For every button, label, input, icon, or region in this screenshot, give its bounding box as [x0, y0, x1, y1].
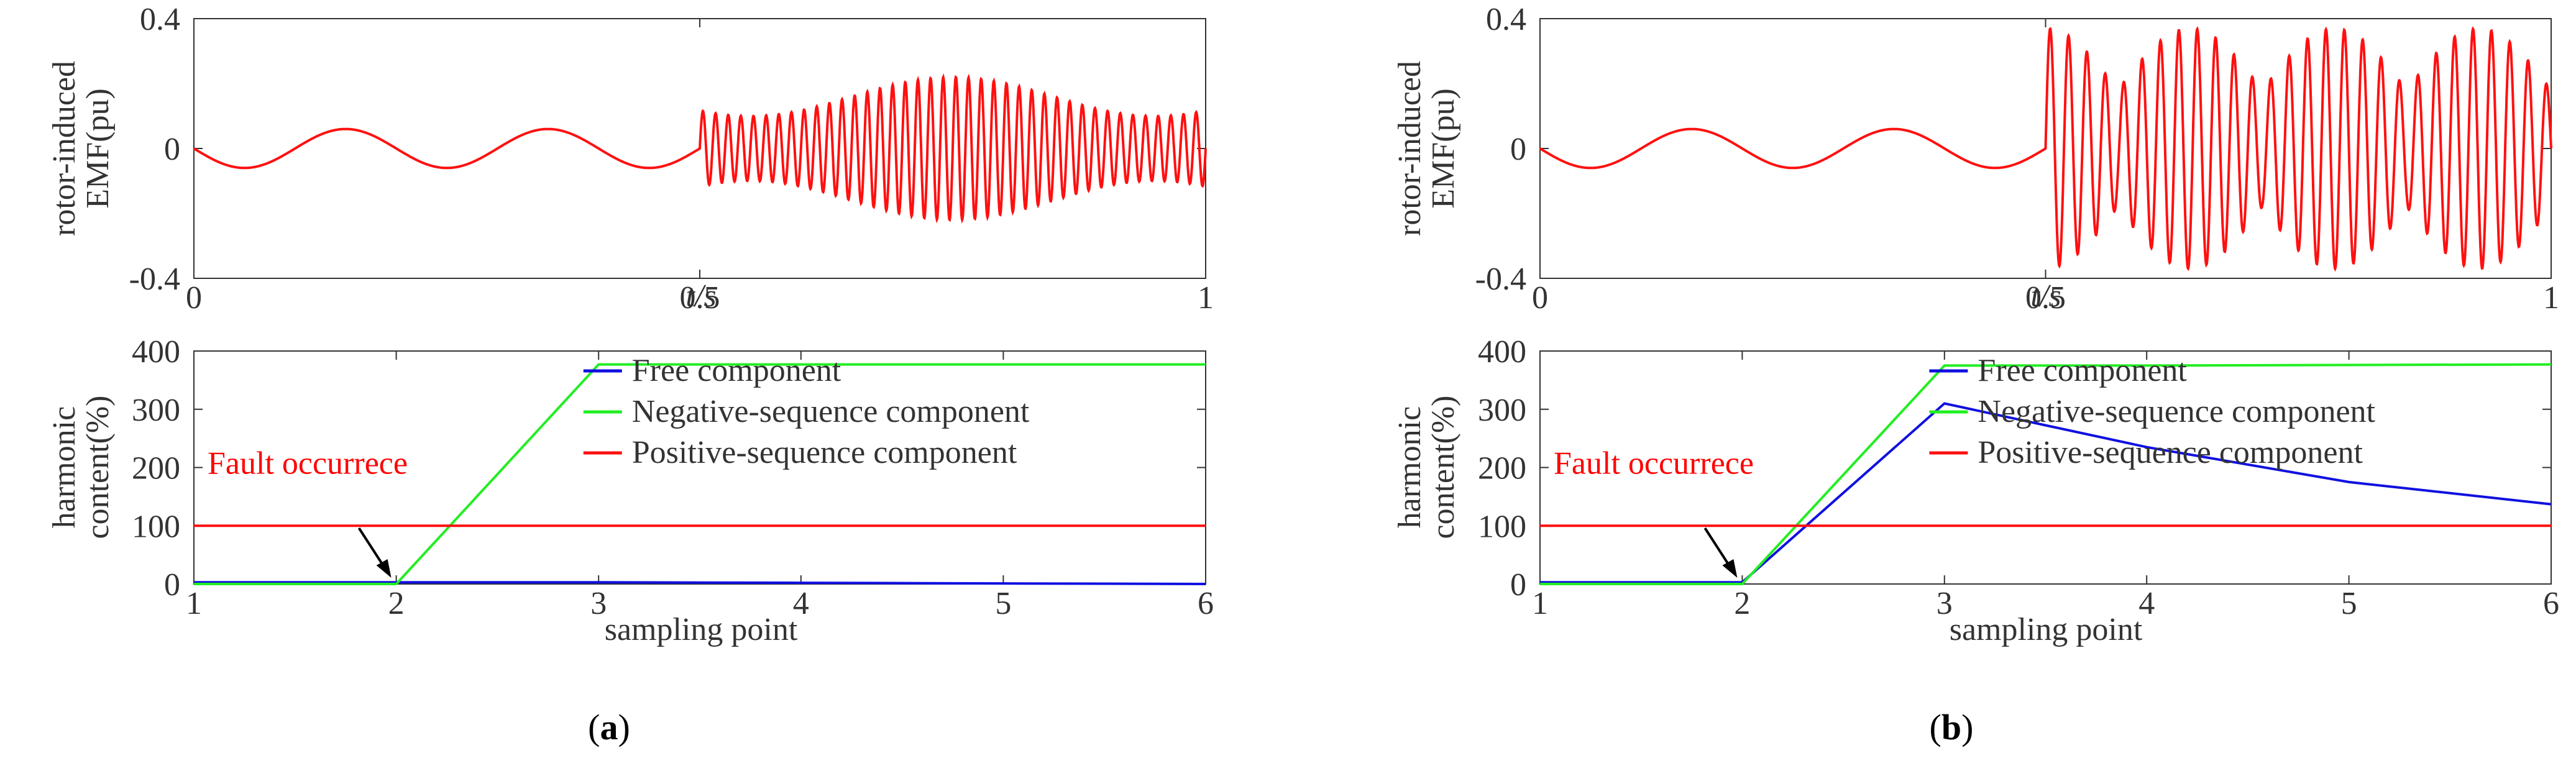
y-tick-label: -0.4 — [129, 262, 180, 297]
x-tick-label: 0 — [1532, 280, 1548, 316]
y-tick-label: 0.4 — [140, 2, 180, 37]
x-axis-label: sampling point — [605, 612, 798, 647]
series-line-free-component — [1540, 402, 2552, 584]
y-tick-label: -0.4 — [1475, 262, 1526, 297]
emf-series-line — [1539, 25, 2552, 272]
legend-label: Free component — [1978, 353, 2187, 388]
y-tick-label: 300 — [1478, 393, 1526, 428]
y-tick-label: 0.4 — [1486, 2, 1526, 37]
legend-label: Negative-sequence component — [1978, 394, 2375, 429]
fault-annotation-label: Fault occurrece — [1554, 446, 1754, 481]
x-tick-label: 0.5 — [2025, 280, 2066, 316]
legend-label: Free component — [632, 353, 841, 388]
legend-label: Negative-sequence component — [632, 394, 1030, 429]
x-tick-label: 1 — [1532, 586, 1548, 621]
x-tick-label: 2 — [1734, 586, 1750, 621]
series-line-negative-sequence-component — [194, 363, 1206, 585]
fault-arrow-head — [1722, 559, 1738, 578]
y-axis-label: rotor-inducedEMF(pu) — [1392, 61, 1461, 236]
y-axis-label: rotor-inducedEMF(pu) — [47, 61, 116, 236]
y-tick-label: 0 — [164, 567, 180, 603]
x-axis-label: t/s — [2030, 278, 2061, 314]
panel-b-bottom: 1 2 3 4 5 6 0 100 200 300 400 harmoniccontent(%) sam… — [1392, 334, 2559, 647]
x-tick-label: 1 — [2543, 280, 2559, 316]
caption-b: (b) — [1930, 707, 1974, 747]
y-tick-label: 0 — [164, 132, 180, 167]
x-tick-label: 0.5 — [680, 280, 720, 316]
emf-series-line — [193, 73, 1207, 224]
fault-annotation-label: Fault occurrece — [208, 446, 408, 481]
x-axis-label: sampling point — [1950, 612, 2143, 647]
x-tick-label: 4 — [2138, 586, 2155, 621]
y-tick-label: 400 — [132, 334, 180, 370]
x-tick-label: 1 — [1198, 280, 1214, 316]
y-tick-label: 300 — [132, 393, 180, 428]
y-tick-label: 100 — [1478, 509, 1526, 544]
x-tick-label: 3 — [1937, 586, 1953, 621]
x-axis-label: t/s — [685, 278, 716, 314]
x-tick-label: 1 — [186, 586, 202, 621]
fault-arrow-head — [376, 559, 392, 578]
legend-label: Positive-sequence component — [632, 435, 1017, 470]
x-tick-label: 2 — [388, 586, 405, 621]
y-tick-label: 100 — [132, 509, 180, 544]
series-line-negative-sequence-component — [1540, 363, 2552, 585]
y-tick-label: 200 — [1478, 451, 1526, 486]
series-line-free-component — [194, 581, 1206, 585]
panel-a-bottom: 1 2 3 4 5 6 0 100 200 300 400 harmoniccontent(%) sam… — [47, 334, 1214, 647]
x-tick-label: 5 — [2341, 586, 2357, 621]
y-tick-label: 0 — [1510, 132, 1526, 167]
x-tick-label: 4 — [793, 586, 809, 621]
y-tick-label: 0 — [1510, 567, 1526, 603]
y-axis-label: harmoniccontent(%) — [1392, 395, 1461, 539]
caption-a: (a) — [588, 707, 630, 747]
x-tick-label: 6 — [2543, 586, 2559, 621]
x-tick-label: 3 — [590, 586, 607, 621]
y-axis-label: harmoniccontent(%) — [47, 395, 116, 539]
legend-label: Positive-sequence component — [1978, 435, 2363, 470]
y-tick-label: 400 — [1478, 334, 1526, 370]
x-tick-label: 0 — [186, 280, 202, 316]
y-tick-label: 200 — [132, 451, 180, 486]
x-tick-label: 5 — [995, 586, 1011, 621]
x-tick-label: 6 — [1198, 586, 1214, 621]
